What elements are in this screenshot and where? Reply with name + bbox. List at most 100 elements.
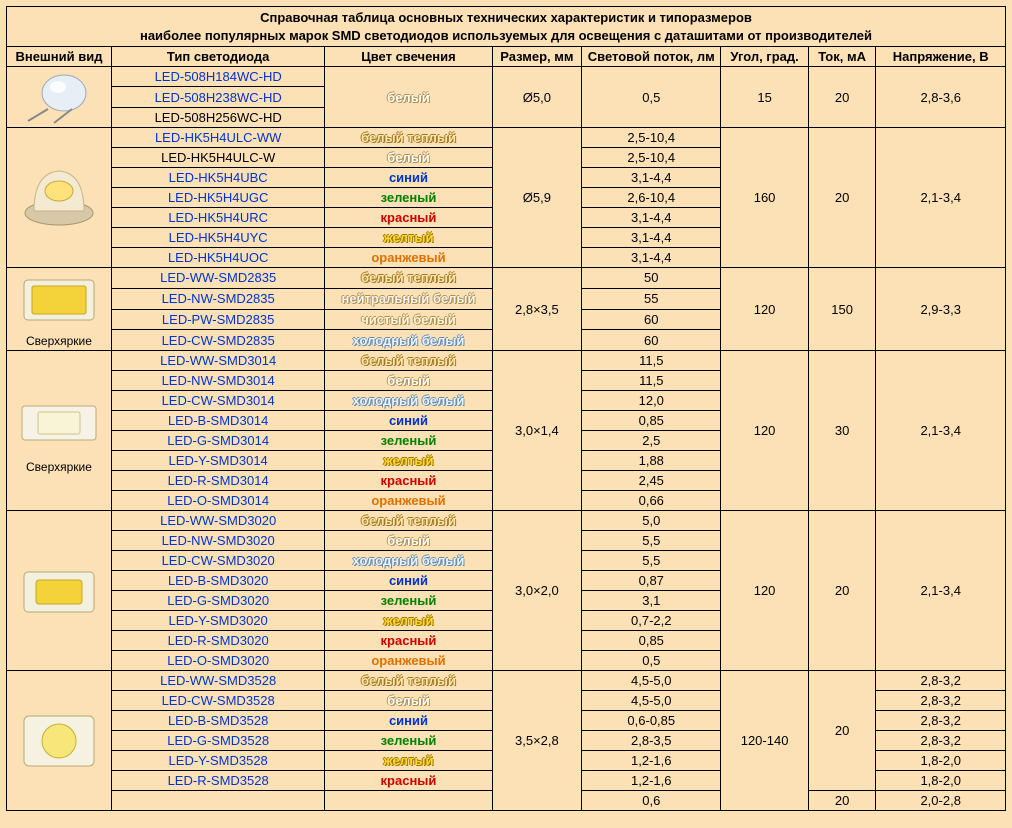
led-type-link[interactable]: LED-Y-SMD3014 (169, 453, 268, 468)
led-type-link[interactable]: LED-CW-SMD3020 (162, 553, 275, 568)
size-cell: 3,0×2,0 (492, 511, 582, 671)
current-cell: 20 (808, 511, 876, 671)
color-cell: желтый (383, 613, 433, 628)
flux-cell: 0,85 (582, 411, 721, 431)
flux-cell: 3,1-4,4 (582, 228, 721, 248)
led-type-link[interactable]: LED-HK5H4UGC (168, 190, 268, 205)
th-flux: Световой поток, лм (582, 47, 721, 67)
led-type-link[interactable]: LED-WW-SMD2835 (160, 270, 276, 285)
flux-cell: 60 (582, 330, 721, 351)
size-cell: Ø5,0 (492, 67, 582, 128)
color-cell: зеленый (381, 733, 437, 748)
led-type-link[interactable]: LED-508H238WC-HD (155, 90, 282, 105)
led-type-link[interactable]: LED-508H184WC-HD (155, 69, 282, 84)
flux-cell: 11,5 (582, 351, 721, 371)
th-img: Внешний вид (7, 47, 112, 67)
flux-cell: 4,5-5,0 (582, 671, 721, 691)
th-voltage: Напряжение, В (876, 47, 1006, 67)
color-cell: нейтральный белый (341, 291, 475, 306)
flux-cell: 2,45 (582, 471, 721, 491)
current-cell: 150 (808, 268, 876, 351)
led-image-3020 (7, 511, 112, 671)
led-type-link[interactable]: LED-HK5H4URC (168, 210, 268, 225)
flux-cell: 1,2-1,6 (582, 751, 721, 771)
color-cell: белый теплый (361, 673, 456, 688)
flux-cell: 12,0 (582, 391, 721, 411)
led-type-link[interactable]: LED-WW-SMD3014 (160, 353, 276, 368)
current-cell: 20 (808, 128, 876, 268)
color-cell: красный (381, 210, 437, 225)
flux-cell: 2,5-10,4 (582, 148, 721, 168)
angle-cell: 120-140 (721, 671, 808, 811)
color-cell: синий (389, 713, 428, 728)
led-type-link[interactable]: LED-CW-SMD2835 (162, 333, 275, 348)
flux-cell: 5,5 (582, 531, 721, 551)
voltage-cell: 2,8-3,6 (876, 67, 1006, 128)
flux-cell: 2,8-3,5 (582, 731, 721, 751)
led-type-link[interactable]: LED-O-SMD3014 (167, 493, 269, 508)
led-type-link[interactable]: LED-NW-SMD3014 (162, 373, 275, 388)
led-type-link[interactable]: LED-G-SMD3020 (167, 593, 269, 608)
flux-cell: 55 (582, 288, 721, 309)
led-type-link[interactable]: LED-CW-SMD3528 (162, 693, 275, 708)
led-type-link[interactable]: LED-HK5H4UYC (169, 230, 268, 245)
table-row: LED-WW-SMD3020 белый теплый 3,0×2,0 5,0 … (7, 511, 1006, 531)
flux-cell: 3,1-4,4 (582, 208, 721, 228)
voltage-cell: 2,1-3,4 (876, 128, 1006, 268)
table-row: Сверхяркие LED-WW-SMD3014 белый теплый 3… (7, 351, 1006, 371)
led-type-link[interactable]: LED-Y-SMD3020 (169, 613, 268, 628)
flux-cell: 0,6-0,85 (582, 711, 721, 731)
table-title-row: Справочная таблица основных технических … (7, 7, 1006, 47)
led-image-strawhat (7, 128, 112, 268)
led-type-link[interactable]: LED-O-SMD3020 (167, 653, 269, 668)
led-type-link[interactable]: LED-CW-SMD3014 (162, 393, 275, 408)
current-cell: 20 (808, 67, 876, 128)
flux-cell: 2,5-10,4 (582, 128, 721, 148)
led-type-link[interactable]: LED-Y-SMD3528 (169, 753, 268, 768)
led-3528-icon (14, 702, 104, 780)
flux-cell: 5,5 (582, 551, 721, 571)
flux-cell: 0,5 (582, 651, 721, 671)
led-type-link[interactable]: LED-R-SMD3014 (168, 473, 269, 488)
flux-cell: 50 (582, 268, 721, 289)
color-cell: холодный белый (353, 333, 465, 348)
led-type-link[interactable]: LED-WW-SMD3528 (160, 673, 276, 688)
flux-cell: 3,1-4,4 (582, 168, 721, 188)
color-cell: желтый (383, 753, 433, 768)
table-row: LED-HK5H4ULC-WW белый теплый Ø5,9 2,5-10… (7, 128, 1006, 148)
table-row: LED-508H184WC-HD белый Ø5,0 0,5 15 20 2,… (7, 67, 1006, 87)
led-type-link[interactable]: LED-HK5H4UBC (169, 170, 268, 185)
flux-cell: 0,87 (582, 571, 721, 591)
led-type-link[interactable]: LED-HK5H4UOC (168, 250, 268, 265)
table-header-row: Внешний вид Тип светодиода Цвет свечения… (7, 47, 1006, 67)
color-cell: красный (381, 473, 437, 488)
led-type-text: LED-HK5H4ULC-W (161, 150, 275, 165)
size-cell: 3,0×1,4 (492, 351, 582, 511)
led-type-link[interactable]: LED-G-SMD3528 (167, 733, 269, 748)
flux-cell: 0,6 (582, 791, 721, 811)
led-type-link[interactable]: LED-G-SMD3014 (167, 433, 269, 448)
color-cell: желтый (383, 453, 433, 468)
color-cell: оранжевый (371, 653, 445, 668)
angle-cell: 120 (721, 511, 808, 671)
led-type-link[interactable]: LED-WW-SMD3020 (160, 513, 276, 528)
led-type-link[interactable]: LED-NW-SMD2835 (162, 291, 275, 306)
led-type-link[interactable]: LED-R-SMD3020 (168, 633, 269, 648)
led-type-link[interactable]: LED-HK5H4ULC-WW (155, 130, 281, 145)
led-type-link[interactable]: LED-R-SMD3528 (168, 773, 269, 788)
led-type-link[interactable]: LED-PW-SMD2835 (162, 312, 274, 327)
flux-cell: 0,85 (582, 631, 721, 651)
current-cell: 30 (808, 351, 876, 511)
voltage-cell: 2,8-3,2 (876, 711, 1006, 731)
voltage-cell: 1,8-2,0 (876, 771, 1006, 791)
image-caption: Сверхяркие (11, 460, 107, 474)
led-type-link[interactable]: LED-NW-SMD3020 (162, 533, 275, 548)
color-cell: белый теплый (361, 353, 456, 368)
led-strawhat-icon (14, 153, 104, 243)
led-type-link[interactable]: LED-B-SMD3528 (168, 713, 268, 728)
current-cell: 20 (808, 791, 876, 811)
led-type-link[interactable]: LED-B-SMD3020 (168, 573, 268, 588)
color-cell: синий (389, 413, 428, 428)
flux-cell: 60 (582, 309, 721, 330)
led-type-link[interactable]: LED-B-SMD3014 (168, 413, 268, 428)
